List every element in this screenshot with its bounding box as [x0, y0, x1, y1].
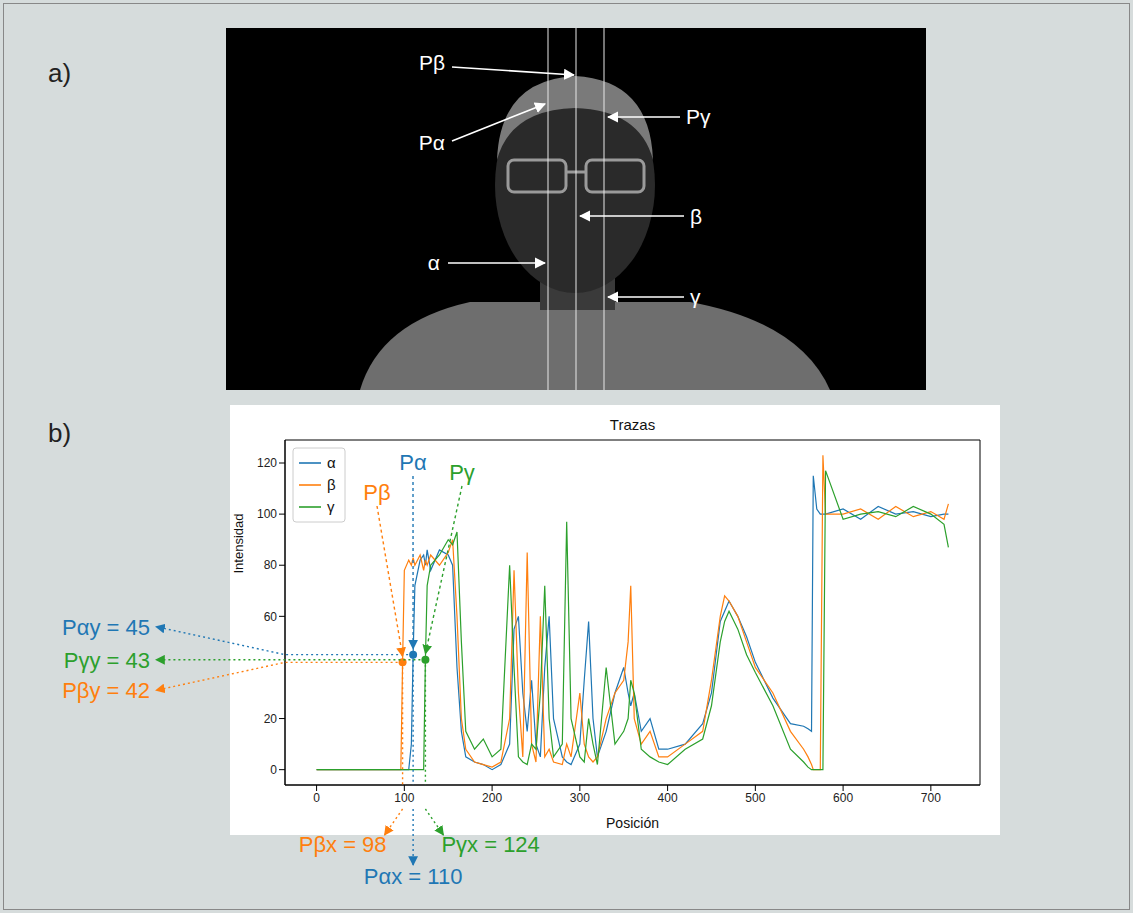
svg-text:700: 700 — [921, 791, 941, 805]
svg-text:80: 80 — [264, 558, 278, 572]
svg-text:Pαx = 110: Pαx = 110 — [364, 864, 463, 889]
svg-text:Intensidad: Intensidad — [231, 514, 246, 574]
svg-text:Pα: Pα — [399, 450, 427, 475]
svg-text:Pβ: Pβ — [363, 480, 390, 505]
svg-text:120: 120 — [257, 456, 277, 470]
svg-text:300: 300 — [570, 791, 590, 805]
svg-text:b): b) — [48, 418, 71, 448]
svg-text:0: 0 — [270, 763, 277, 777]
svg-text:a): a) — [48, 58, 71, 88]
svg-text:Posición: Posición — [606, 815, 659, 831]
svg-text:Pγ: Pγ — [449, 460, 475, 485]
svg-text:0: 0 — [313, 791, 320, 805]
svg-text:Trazas: Trazas — [610, 416, 655, 433]
svg-text:α: α — [327, 454, 336, 471]
svg-text:γ: γ — [327, 498, 335, 515]
svg-text:400: 400 — [658, 791, 678, 805]
svg-text:60: 60 — [264, 610, 278, 624]
svg-text:Pαy = 45: Pαy = 45 — [62, 615, 150, 640]
svg-text:β: β — [327, 476, 336, 493]
svg-text:Pα: Pα — [419, 131, 445, 154]
svg-text:Pγ: Pγ — [686, 105, 711, 128]
svg-text:100: 100 — [257, 507, 277, 521]
svg-text:200: 200 — [482, 791, 502, 805]
svg-text:Pβy = 42: Pβy = 42 — [62, 678, 150, 703]
svg-text:Pγy = 43: Pγy = 43 — [64, 648, 150, 673]
svg-text:600: 600 — [833, 791, 853, 805]
svg-text:Pβ: Pβ — [419, 51, 445, 74]
svg-text:20: 20 — [264, 712, 278, 726]
svg-text:β: β — [690, 205, 702, 228]
svg-text:100: 100 — [394, 791, 414, 805]
svg-text:500: 500 — [745, 791, 765, 805]
svg-text:α: α — [428, 251, 440, 274]
svg-text:γ: γ — [690, 285, 701, 308]
svg-text:Pβx = 98: Pβx = 98 — [299, 832, 387, 857]
svg-text:Pγx = 124: Pγx = 124 — [441, 832, 539, 857]
